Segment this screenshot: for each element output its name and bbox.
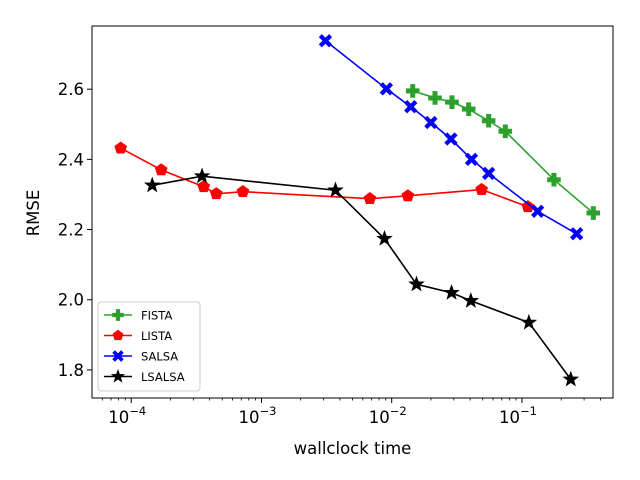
x-marker-shape bbox=[424, 115, 438, 130]
lista-point bbox=[521, 200, 535, 213]
legend-label: LSALSA bbox=[141, 370, 185, 384]
lsalsa-point bbox=[408, 275, 425, 292]
fista-point bbox=[586, 206, 601, 220]
x-tick-label: 10−2 bbox=[369, 404, 407, 427]
y-tick-label: 1.8 bbox=[58, 361, 84, 380]
x-marker-shape bbox=[569, 227, 584, 241]
legend-label: LISTA bbox=[141, 329, 172, 343]
legend-item-lsalsa: LSALSA bbox=[104, 368, 185, 384]
salsa-point bbox=[569, 227, 584, 241]
lista-point bbox=[401, 189, 415, 202]
salsa-series bbox=[318, 34, 584, 241]
y-tick-label: 2.2 bbox=[58, 221, 84, 240]
salsa-point bbox=[531, 204, 545, 218]
x-marker-shape bbox=[481, 166, 496, 181]
fista-point bbox=[428, 91, 442, 105]
fista-point bbox=[547, 172, 561, 187]
legend-marker bbox=[112, 350, 124, 362]
y-tick-label: 2.4 bbox=[58, 150, 84, 169]
legend-marker bbox=[112, 309, 124, 321]
x-marker-shape bbox=[379, 82, 394, 96]
lista-series bbox=[114, 141, 535, 213]
x-tick-label: 10−4 bbox=[108, 404, 146, 427]
lista-point bbox=[236, 184, 250, 198]
x-marker-shape bbox=[464, 152, 479, 167]
lista-point bbox=[154, 163, 168, 176]
salsa-point bbox=[379, 82, 394, 96]
x-tick-label: 10−3 bbox=[238, 404, 276, 427]
lista-point bbox=[475, 182, 488, 195]
lista-point bbox=[209, 187, 223, 200]
lsalsa-point bbox=[376, 229, 393, 246]
lista-point bbox=[363, 191, 377, 205]
lsalsa-point bbox=[462, 292, 480, 308]
x-marker-shape bbox=[444, 132, 458, 146]
lista-point bbox=[197, 180, 211, 193]
x-axis-title: wallclock time bbox=[294, 439, 412, 458]
legend-item-fista: FISTA bbox=[104, 309, 172, 323]
ticks-layer: 1.8 2.0 2.2 2.4 2.6 10−4 10−3 10−2 10−1 bbox=[58, 80, 601, 427]
salsa-point bbox=[318, 34, 333, 48]
y-tick-label: 2.6 bbox=[58, 80, 84, 99]
salsa-point bbox=[481, 166, 496, 181]
lsalsa-point bbox=[193, 167, 211, 184]
y-axis-title: RMSE bbox=[24, 190, 43, 237]
fista-point bbox=[461, 102, 476, 116]
fista-point bbox=[481, 113, 496, 128]
fista-point bbox=[445, 95, 459, 109]
series-layer bbox=[114, 34, 601, 387]
legend-item-salsa: SALSA bbox=[104, 350, 178, 364]
fista-series bbox=[405, 84, 601, 220]
x-tick-label: 10−1 bbox=[499, 404, 537, 427]
lsalsa-point bbox=[327, 181, 344, 198]
salsa-point bbox=[404, 100, 418, 114]
legend-item-lista: LISTA bbox=[104, 329, 172, 343]
legend-marker bbox=[110, 368, 126, 383]
lsalsa-point bbox=[562, 370, 580, 387]
salsa-point bbox=[464, 152, 479, 167]
lista-point bbox=[114, 141, 128, 154]
x-marker-shape bbox=[318, 34, 333, 48]
legend-box bbox=[97, 301, 201, 392]
x-marker-shape bbox=[404, 100, 418, 114]
fista-point bbox=[498, 124, 513, 139]
y-tick-label: 2.0 bbox=[58, 291, 84, 310]
legend-label: SALSA bbox=[141, 350, 178, 364]
salsa-point bbox=[444, 132, 458, 146]
x-marker-shape bbox=[112, 350, 124, 362]
fista-point bbox=[405, 84, 420, 98]
x-marker-shape bbox=[531, 204, 545, 218]
salsa-point bbox=[424, 115, 438, 130]
legend: FISTA LISTA SALSA LSALSA bbox=[97, 301, 201, 392]
lsalsa-point bbox=[443, 284, 460, 300]
lsalsa-series bbox=[143, 167, 580, 387]
lsalsa-point bbox=[520, 313, 538, 330]
legend-marker bbox=[112, 329, 124, 341]
lsalsa-point bbox=[143, 176, 161, 193]
legend-label: FISTA bbox=[141, 309, 172, 323]
